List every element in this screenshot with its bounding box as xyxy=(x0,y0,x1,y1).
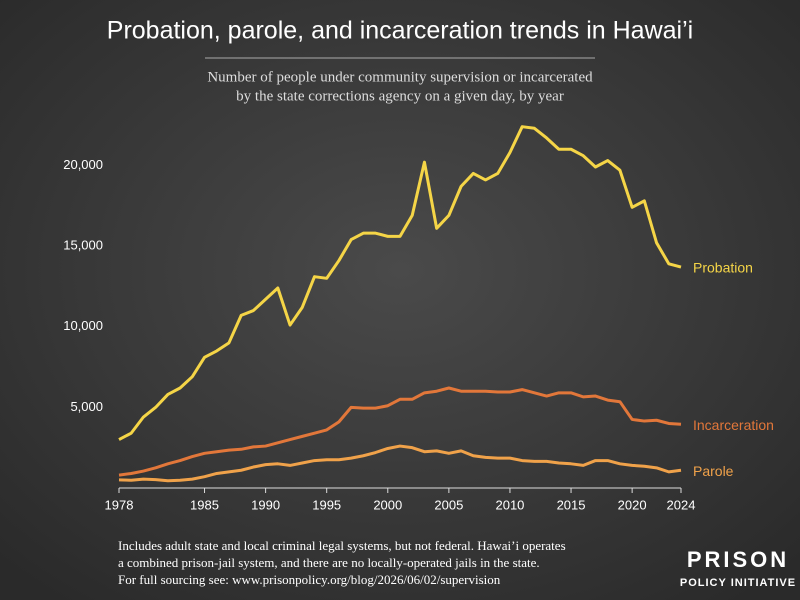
footnote: Includes adult state and local criminal … xyxy=(118,538,566,553)
series-line xyxy=(118,444,682,483)
y-tick-label: 15,000 xyxy=(63,237,103,252)
chart-title: Probation, parole, and incarceration tre… xyxy=(107,17,693,45)
series-label: Incarceration xyxy=(693,417,774,433)
series-line xyxy=(118,386,682,477)
logo: PRISON xyxy=(687,547,789,572)
x-tick-label: 2010 xyxy=(495,497,524,512)
x-tick-label: 1978 xyxy=(105,497,134,512)
x-tick-label: 2000 xyxy=(373,497,402,512)
footnote: For full sourcing see: www.prisonpolicy.… xyxy=(118,572,501,587)
x-tick-label: 1985 xyxy=(190,497,219,512)
series-label: Probation xyxy=(693,260,753,276)
x-tick-label: 1990 xyxy=(251,497,280,512)
series-label: Parole xyxy=(693,463,734,479)
subtitle: by the state corrections agency on a giv… xyxy=(236,88,564,104)
x-tick-label: 2020 xyxy=(618,497,647,512)
y-tick-label: 5,000 xyxy=(70,399,103,414)
x-tick-label: 2005 xyxy=(434,497,463,512)
logo: POLICY INITIATIVE xyxy=(680,577,796,589)
x-tick-label: 1995 xyxy=(312,497,341,512)
y-tick-label: 10,000 xyxy=(63,318,103,333)
subtitle: Number of people under community supervi… xyxy=(207,69,593,85)
footnote: a combined prison-jail system, and there… xyxy=(118,555,540,570)
y-tick-label: 20,000 xyxy=(63,157,103,172)
x-tick-label: 2024 xyxy=(667,497,696,512)
series-line xyxy=(118,125,682,441)
x-tick-label: 2015 xyxy=(557,497,586,512)
